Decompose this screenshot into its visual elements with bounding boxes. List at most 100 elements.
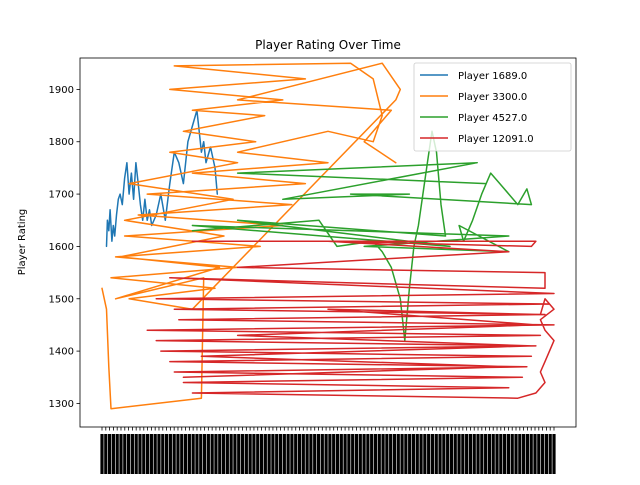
x-tick-label-mark bbox=[153, 434, 157, 474]
x-tick-label-mark bbox=[457, 434, 461, 474]
x-tick-label-mark bbox=[358, 434, 362, 474]
x-tick-label-mark bbox=[354, 434, 359, 474]
x-tick-label-mark bbox=[172, 434, 176, 474]
x-axis bbox=[100, 427, 556, 474]
x-tick-label-mark bbox=[267, 434, 271, 474]
legend-box bbox=[413, 62, 572, 152]
x-tick-label-mark bbox=[142, 434, 146, 474]
x-tick-label-mark bbox=[522, 434, 526, 474]
x-tick-label-mark bbox=[544, 434, 549, 474]
x-tick-label-mark bbox=[514, 434, 518, 474]
x-tick-label-mark bbox=[252, 434, 256, 474]
x-tick-label-mark bbox=[290, 434, 294, 474]
x-tick-label-mark bbox=[206, 434, 210, 474]
x-tick-label-mark bbox=[449, 434, 454, 474]
series-line-1 bbox=[105, 109, 219, 248]
legend-label: Player 12091.0 bbox=[458, 134, 534, 145]
y-axis-label: Player Rating bbox=[17, 209, 28, 276]
x-tick-label-mark bbox=[233, 434, 237, 474]
x-tick-label-mark bbox=[297, 434, 302, 474]
x-tick-label-mark bbox=[278, 434, 283, 474]
x-tick-label-mark bbox=[107, 434, 112, 474]
x-tick-label-mark bbox=[119, 434, 123, 474]
x-tick-label-mark bbox=[347, 434, 351, 474]
x-tick-label-mark bbox=[453, 434, 457, 474]
x-tick-label-mark bbox=[328, 434, 332, 474]
x-tick-label-mark bbox=[134, 434, 138, 474]
x-tick-label-mark bbox=[164, 434, 169, 474]
x-tick-label-mark bbox=[324, 434, 328, 474]
series-line-3 bbox=[191, 130, 533, 342]
x-tick-label-mark bbox=[427, 434, 431, 474]
y-tick-label: 1700 bbox=[49, 190, 74, 201]
x-tick-label-mark bbox=[202, 434, 207, 474]
x-tick-label-mark bbox=[411, 434, 416, 474]
x-tick-label-mark bbox=[392, 434, 397, 474]
x-tick-label-mark bbox=[362, 434, 366, 474]
x-tick-label-mark bbox=[518, 434, 522, 474]
x-tick-label-mark bbox=[161, 434, 165, 474]
x-tick-label-mark bbox=[111, 434, 115, 474]
x-tick-label-mark bbox=[130, 434, 134, 474]
x-tick-label-mark bbox=[176, 434, 180, 474]
x-tick-label-mark bbox=[191, 434, 195, 474]
series-line-4 bbox=[146, 240, 555, 399]
x-tick-label-mark bbox=[438, 434, 442, 474]
legend-label: Player 3300.0 bbox=[458, 92, 527, 103]
x-tick-label-mark bbox=[271, 434, 275, 474]
x-tick-label-mark bbox=[506, 434, 511, 474]
x-tick-label-mark bbox=[221, 434, 226, 474]
x-tick-label-mark bbox=[259, 434, 264, 474]
x-tick-label-mark bbox=[430, 434, 435, 474]
x-tick-label-mark bbox=[138, 434, 142, 474]
x-tick-label-mark bbox=[351, 434, 355, 474]
x-tick-label-mark bbox=[294, 434, 298, 474]
x-tick-label-mark bbox=[123, 434, 127, 474]
x-tick-label-mark bbox=[370, 434, 374, 474]
x-tick-label-mark bbox=[218, 434, 222, 474]
x-tick-label-mark bbox=[419, 434, 423, 474]
x-tick-label-mark bbox=[491, 434, 495, 474]
legend-label: Player 1689.0 bbox=[458, 71, 527, 82]
x-tick-label-mark bbox=[210, 434, 214, 474]
x-tick-label-mark bbox=[183, 434, 188, 474]
x-tick-label-mark bbox=[214, 434, 218, 474]
x-tick-label-mark bbox=[495, 434, 499, 474]
x-tick-label-mark bbox=[309, 434, 313, 474]
y-tick-label: 1400 bbox=[49, 347, 74, 358]
x-tick-label-mark bbox=[316, 434, 321, 474]
x-tick-label-mark bbox=[320, 434, 324, 474]
x-tick-label-mark bbox=[126, 434, 131, 474]
x-tick-label-mark bbox=[423, 434, 427, 474]
x-tick-label-mark bbox=[404, 434, 408, 474]
x-tick-label-mark bbox=[465, 434, 469, 474]
series-line-2 bbox=[101, 62, 402, 410]
x-tick-label-mark bbox=[529, 434, 533, 474]
x-tick-label-mark bbox=[400, 434, 404, 474]
x-tick-label-mark bbox=[381, 434, 385, 474]
y-tick-label: 1300 bbox=[49, 399, 74, 410]
x-tick-label-mark bbox=[537, 434, 541, 474]
x-tick-label-mark bbox=[149, 434, 153, 474]
x-tick-label-mark bbox=[377, 434, 381, 474]
x-tick-label-mark bbox=[396, 434, 400, 474]
x-tick-label-mark bbox=[487, 434, 492, 474]
legend-items: Player 1689.0 Player 3300.0 Player 4527.0 P… bbox=[420, 71, 534, 145]
x-tick-label-mark bbox=[468, 434, 473, 474]
x-tick-label-mark bbox=[480, 434, 484, 474]
chart-title: Player Rating Over Time bbox=[255, 38, 401, 52]
x-tick-label-mark bbox=[366, 434, 370, 474]
x-tick-label-mark bbox=[286, 434, 290, 474]
x-tick-label-mark bbox=[446, 434, 450, 474]
x-tick-label-mark bbox=[484, 434, 488, 474]
x-tick-label-mark bbox=[313, 434, 317, 474]
x-tick-label-mark bbox=[275, 434, 279, 474]
x-tick-label-mark bbox=[282, 434, 286, 474]
y-axis: 1300 1400 1500 1600 1700 1800 1900 bbox=[49, 85, 80, 410]
x-tick-label-mark bbox=[389, 434, 393, 474]
x-tick-label-mark bbox=[503, 434, 507, 474]
series-layer bbox=[101, 62, 555, 410]
x-tick-label-mark bbox=[305, 434, 309, 474]
